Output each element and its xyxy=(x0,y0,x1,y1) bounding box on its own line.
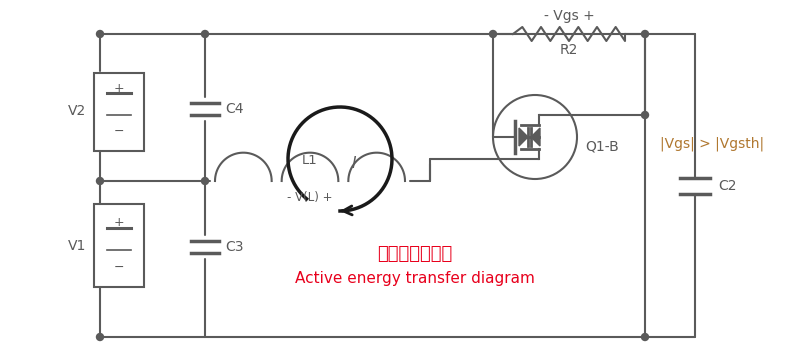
Text: −: − xyxy=(114,261,124,274)
Text: R2: R2 xyxy=(560,43,578,57)
Text: |Vgs| > |Vgsth|: |Vgs| > |Vgsth| xyxy=(660,137,764,151)
Text: Q1-B: Q1-B xyxy=(585,140,618,154)
Text: C3: C3 xyxy=(225,240,243,254)
Text: I: I xyxy=(352,157,356,172)
Circle shape xyxy=(642,31,649,37)
Text: V2: V2 xyxy=(68,104,86,118)
Text: 主动能量转移图: 主动能量转移图 xyxy=(378,245,453,263)
Text: +: + xyxy=(114,215,124,228)
Circle shape xyxy=(202,31,209,37)
Text: - V(L) +: - V(L) + xyxy=(287,191,333,204)
Text: C4: C4 xyxy=(225,102,243,116)
Circle shape xyxy=(97,31,103,37)
Bar xyxy=(94,73,144,151)
Circle shape xyxy=(642,112,649,118)
Circle shape xyxy=(97,334,103,340)
Text: L1: L1 xyxy=(302,154,318,168)
Bar xyxy=(94,204,144,287)
Text: Active energy transfer diagram: Active energy transfer diagram xyxy=(295,271,535,286)
Text: −: − xyxy=(114,125,124,137)
Polygon shape xyxy=(531,128,540,146)
Text: +: + xyxy=(114,83,124,95)
Circle shape xyxy=(202,177,209,185)
Circle shape xyxy=(490,31,497,37)
Text: V1: V1 xyxy=(68,238,86,252)
Text: - Vgs +: - Vgs + xyxy=(544,9,594,23)
Text: C2: C2 xyxy=(718,178,737,192)
Polygon shape xyxy=(519,128,528,146)
Circle shape xyxy=(97,177,103,185)
Circle shape xyxy=(642,334,649,340)
